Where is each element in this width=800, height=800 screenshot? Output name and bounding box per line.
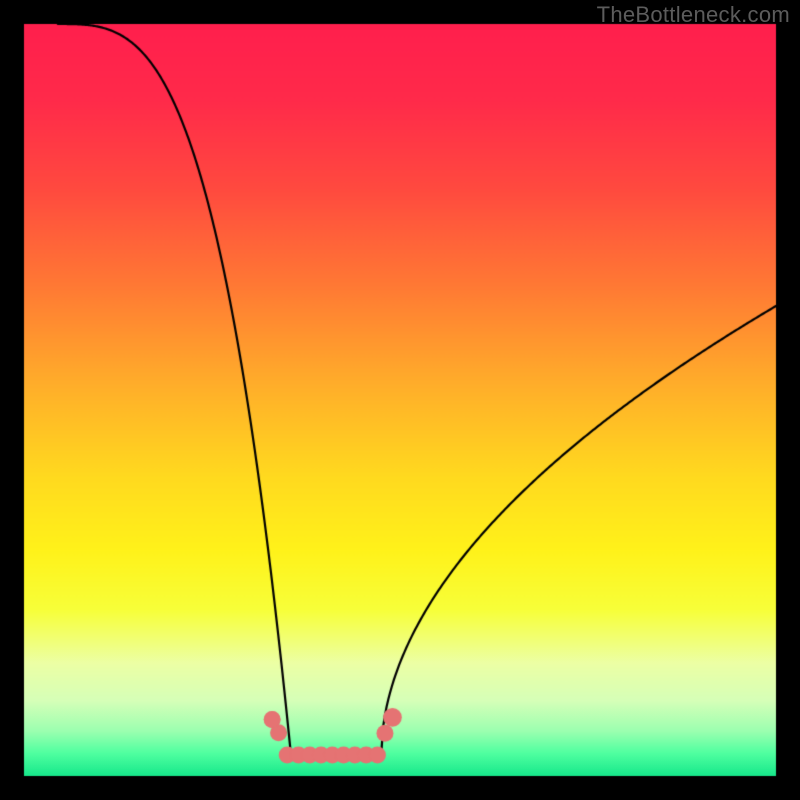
bottleneck-chart [0,0,800,800]
watermark-text: TheBottleneck.com [597,2,790,28]
